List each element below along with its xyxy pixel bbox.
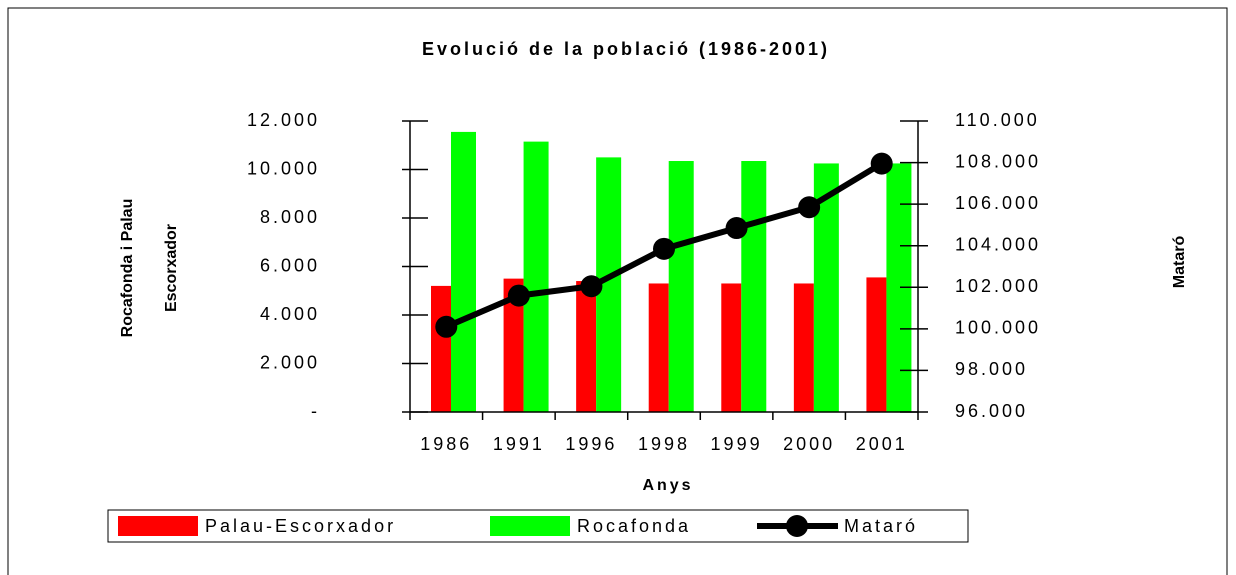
bar (503, 278, 524, 412)
y2-tick-label: 98.000 (955, 359, 1028, 379)
point (580, 275, 603, 298)
legend-swatch (786, 515, 808, 537)
y2-tick-label: 110.000 (955, 110, 1040, 130)
y-tick-label: 6.000 (260, 255, 320, 275)
x-tick-label: 2000 (783, 434, 835, 454)
point (653, 237, 675, 260)
bar (648, 283, 669, 412)
bar (668, 161, 694, 412)
y-tick-label: 10.000 (247, 158, 320, 178)
x-tick-label: 1999 (711, 434, 763, 454)
legend-label: Rocafonda (577, 516, 691, 536)
bar (721, 283, 742, 412)
y2-tick-label: 102.000 (955, 276, 1041, 296)
point (870, 152, 893, 175)
bar (431, 285, 451, 412)
y2-tick-label: 96.000 (955, 401, 1028, 421)
point (798, 196, 821, 219)
bar (576, 281, 597, 412)
legend-label: Palau-Escorxador (205, 516, 396, 536)
y-axis-label: Rocafonda i Palau (119, 199, 136, 338)
x-tick-label: 2001 (856, 434, 908, 454)
x-tick-label: 1998 (638, 434, 690, 454)
y2-tick-label: 104.000 (955, 234, 1041, 254)
legend-swatch (118, 516, 198, 536)
legend-swatch (490, 516, 570, 536)
point (435, 315, 458, 338)
bar (793, 283, 814, 412)
x-tick-label: 1986 (420, 434, 472, 454)
bar (523, 141, 549, 413)
y-axis-label: Escorxador (163, 224, 180, 312)
x-tick-label: 1991 (493, 434, 545, 454)
bar (866, 277, 887, 412)
point (725, 217, 748, 240)
x-axis-label: Anys (642, 477, 693, 494)
y2-tick-label: 108.000 (955, 151, 1041, 171)
y-tick-label: 2.000 (260, 352, 320, 372)
y2-tick-label: 100.000 (955, 318, 1041, 338)
y-tick-label: 8.000 (260, 207, 320, 227)
y2-axis-label: Mataró (1171, 236, 1188, 289)
bar (451, 131, 476, 412)
legend-label: Mataró (844, 516, 918, 536)
bar (741, 161, 767, 412)
point (507, 284, 530, 307)
x-tick-label: 1996 (565, 434, 617, 454)
y-tick-label: - (311, 401, 320, 421)
y-tick-label: 12.000 (247, 110, 320, 130)
y2-tick-label: 106.000 (955, 193, 1041, 213)
y-tick-label: 4.000 (260, 304, 320, 324)
chart-title: Evolució de la població (1986-2001) (422, 39, 830, 59)
